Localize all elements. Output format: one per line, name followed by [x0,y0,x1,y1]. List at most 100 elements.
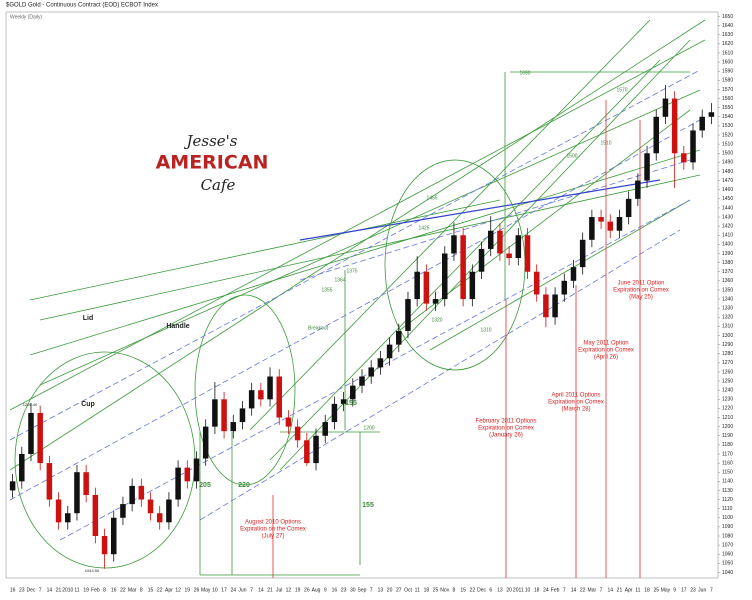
annotation: 1364 [334,277,345,283]
candle-body [304,440,310,464]
candle-body [570,267,577,281]
candle-body [55,499,62,523]
y-tick-label: 1200 [722,424,733,430]
y-tick-label: 1220 [722,406,733,412]
annotation: Cup [81,401,95,408]
x-tick-label: 20 [506,587,512,593]
y-tick-label: 1340 [722,296,733,302]
candle-body [441,253,448,300]
candle-body [377,358,384,368]
logo-line: Jesse's [184,132,238,150]
y-tick-label: 1650 [722,14,733,20]
candle-body [110,517,117,555]
candle-body [432,299,439,304]
candle-body [690,130,696,163]
x-tick-label: 23 [690,587,696,593]
x-tick-label: 2010 [62,587,73,593]
annotation: 1425 [418,225,429,231]
x-tick-label: 19 [295,587,301,593]
candle-body [506,253,512,259]
candle-body [515,235,522,259]
y-tick-label: 1320 [722,315,733,321]
y-tick-label: 1570 [722,87,733,93]
candle-body [129,485,135,505]
candle-body [74,472,80,514]
candle-body [359,376,365,386]
candle-body [386,344,393,359]
y-tick-label: 1110 [722,506,733,512]
x-tick-label: 9 [673,587,676,593]
y-tick-label: 1420 [722,223,733,229]
x-tick-label: Feb [551,587,560,593]
plot-frame [5,11,719,579]
candle-body [193,458,200,482]
candle-body [478,248,485,272]
y-tick-label: 1480 [722,169,733,175]
y-tick-label: 1490 [722,160,733,166]
candle-body [65,513,71,523]
candle-body [561,280,568,295]
x-tick-label: 12 [286,587,292,593]
x-tick-label: 11 [74,587,79,593]
annotation: 1500 [566,153,577,159]
annotation: 205 [199,482,211,489]
annotation: 155 [362,502,374,509]
y-tick-label: 1380 [722,260,733,266]
x-tick-label: 22 [470,587,476,593]
x-tick-label: 7 [600,587,603,593]
candle-body [294,426,301,441]
annotation: 1226.40 [23,402,38,407]
candle-body [350,385,356,400]
annotation: (July 27) [261,534,284,540]
y-tick-label: 1540 [722,114,733,120]
annotation: February 2011 Options [476,419,537,425]
x-tick-label: 19 [83,587,89,593]
y-tick-label: 1080 [722,533,733,539]
x-tick-label: 18 [424,587,430,593]
x-tick-label: Jul [276,587,282,593]
x-tick-label: 24 [543,587,549,593]
annotation: 1375 [346,268,357,274]
x-tick-label: 15 [460,587,466,593]
x-tick-label: Nov [440,587,449,593]
x-tick-label: 27 [396,587,402,593]
x-tick-label: Aug [312,587,321,593]
annotation: 1200 [363,425,374,431]
candle-body [322,422,328,436]
x-tick-label: Sep [358,587,367,593]
candle-body [616,217,623,231]
candle-body [625,198,632,218]
candle-body [101,535,108,555]
x-tick-label: 8 [140,587,143,593]
candle-body [184,467,191,482]
candle-body [589,217,595,240]
candle-body [487,230,494,249]
y-tick-label: 1120 [722,497,733,503]
x-tick-label: 13 [497,587,503,593]
y-tick-label: 1300 [722,333,733,339]
candle-body [83,472,89,495]
x-tick-label: 8 [453,587,456,593]
x-tick-label: 11 [415,587,420,593]
annotation: Breakout [308,325,329,331]
x-tick-label: 26 [194,587,200,593]
y-tick-label: 1130 [722,488,733,494]
annotation: June 2011 Option [618,281,665,287]
annotation: 1044.50 [85,568,100,573]
x-tick-label: 30 [350,587,356,593]
annotation: April 2011 Options [552,393,601,399]
x-tick-label: 7 [39,587,42,593]
y-tick-label: 1510 [722,141,733,147]
y-tick-label: 1190 [722,433,733,439]
x-tick-label: 24 [230,587,236,593]
x-tick-label: 20 [387,587,393,593]
x-tick-label: 2011 [513,587,524,593]
y-tick-label: 1370 [722,269,733,275]
candle-body [699,116,705,131]
x-tick-label: 12 [175,587,181,593]
y-tick-label: 1100 [722,515,733,521]
annotation: 220 [238,482,250,489]
candle-body [276,376,283,418]
candle-body [469,271,476,300]
